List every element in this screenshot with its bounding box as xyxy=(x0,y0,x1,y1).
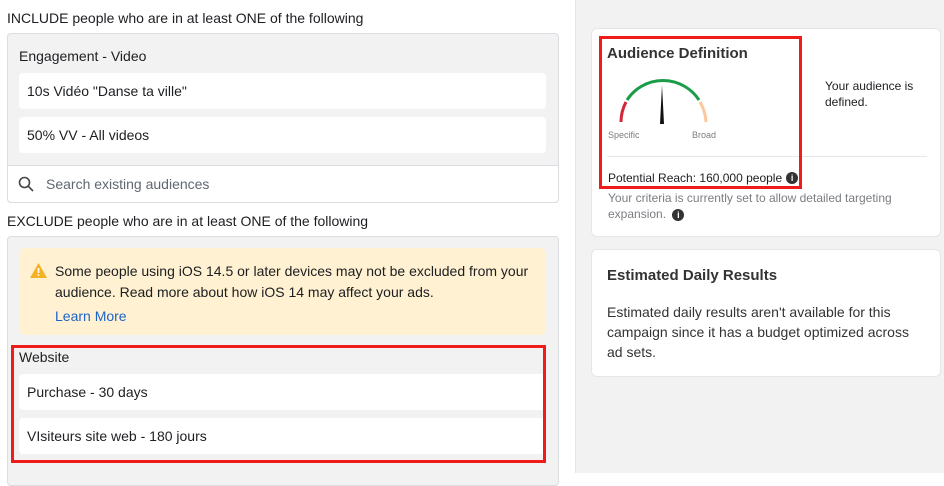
learn-more-link[interactable]: Learn More xyxy=(55,308,127,324)
include-audience-item[interactable]: 50% VV - All videos xyxy=(19,117,546,153)
search-icon xyxy=(18,176,34,192)
ios-warning-banner: Some people using iOS 14.5 or later devi… xyxy=(19,248,546,335)
warning-icon xyxy=(30,263,47,278)
search-audiences-input[interactable]: Search existing audiences xyxy=(8,165,558,202)
audience-targeting-panel: INCLUDE people who are in at least ONE o… xyxy=(7,10,559,486)
search-placeholder: Search existing audiences xyxy=(46,176,210,192)
divider xyxy=(607,156,927,157)
info-icon[interactable]: i xyxy=(786,172,799,184)
targeting-expansion-note: Your criteria is currently set to allow … xyxy=(608,191,892,221)
warning-text: Some people using iOS 14.5 or later devi… xyxy=(55,263,529,300)
exclude-audience-item[interactable]: Purchase - 30 days xyxy=(19,374,546,410)
potential-reach: Potential Reach: 160,000 people xyxy=(608,171,783,185)
daily-results-text: Estimated daily results aren't available… xyxy=(607,304,909,360)
estimated-daily-results-card: Estimated Daily Results Estimated daily … xyxy=(591,249,941,377)
audience-status: Your audience is defined. xyxy=(825,79,914,109)
include-audience-item[interactable]: 10s Vidéo "Danse ta ville" xyxy=(19,73,546,109)
highlight-box xyxy=(11,345,546,463)
audience-gauge xyxy=(619,79,708,124)
include-heading: INCLUDE people who are in at least ONE o… xyxy=(7,10,364,26)
audience-definition-title: Audience Definition xyxy=(607,45,748,62)
info-icon[interactable]: i xyxy=(672,209,685,221)
daily-results-title: Estimated Daily Results xyxy=(607,267,778,284)
exclude-group-label: Website xyxy=(19,349,70,365)
exclude-audience-item[interactable]: VIsiteurs site web - 180 jours xyxy=(19,418,546,454)
include-group-label: Engagement - Video xyxy=(19,48,147,64)
gauge-needle xyxy=(660,85,664,124)
exclude-heading: EXCLUDE people who are in at least ONE o… xyxy=(7,213,369,229)
highlight-box xyxy=(599,36,802,189)
gauge-broad-label: Broad xyxy=(692,130,717,140)
gauge-specific-label: Specific xyxy=(608,130,640,140)
audience-definition-card: Audience Definition Specific Broad Your … xyxy=(591,28,941,237)
